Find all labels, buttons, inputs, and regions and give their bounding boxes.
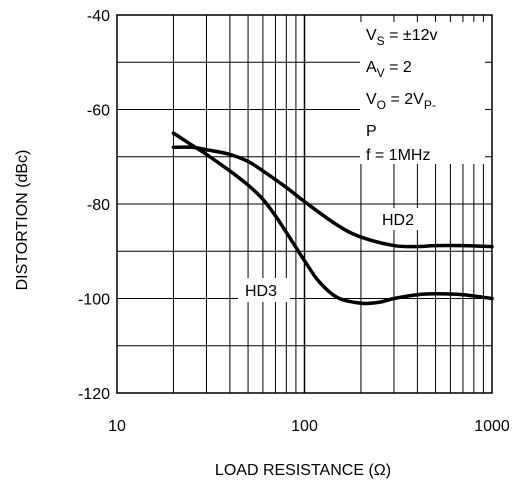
x-tick-label: 10	[108, 418, 126, 435]
conditions-text: VS = ±12v AV = 2 VO = 2VP- Pf = 1MHz	[366, 27, 438, 164]
series-line-hd2	[171, 145, 494, 249]
condition-line: VO = 2VP-	[366, 91, 436, 112]
conditions-box-bg	[360, 22, 485, 164]
series-label-hd3: HD3	[245, 283, 277, 300]
y-tick-label: -80	[87, 197, 110, 214]
condition-line: AV = 2	[366, 59, 412, 80]
y-tick-label: -40	[87, 8, 110, 25]
x-axis-label: LOAD RESISTANCE (Ω)	[215, 462, 391, 479]
x-tick-label: 1000	[474, 418, 510, 435]
hd2-label-bg	[378, 208, 422, 230]
condition-line: f = 1MHz	[366, 147, 430, 164]
series-line-hd3	[171, 131, 494, 306]
series-layer	[171, 131, 494, 306]
y-axis-label: DISTORTION (dBc)	[14, 150, 31, 291]
tick-labels: 10 100 1000 -40 -60 -80 -100 -120	[78, 8, 510, 435]
condition-line: P	[366, 123, 377, 140]
series-label-hd2: HD2	[382, 212, 414, 229]
condition-line: VS = ±12v	[366, 27, 438, 48]
x-tick-label: 100	[291, 418, 318, 435]
y-tick-label: -60	[87, 103, 110, 120]
y-tick-label: -120	[78, 386, 110, 403]
hd3-label-bg	[238, 278, 290, 302]
y-tick-label: -100	[78, 292, 110, 309]
plot-frame	[116, 14, 493, 394]
